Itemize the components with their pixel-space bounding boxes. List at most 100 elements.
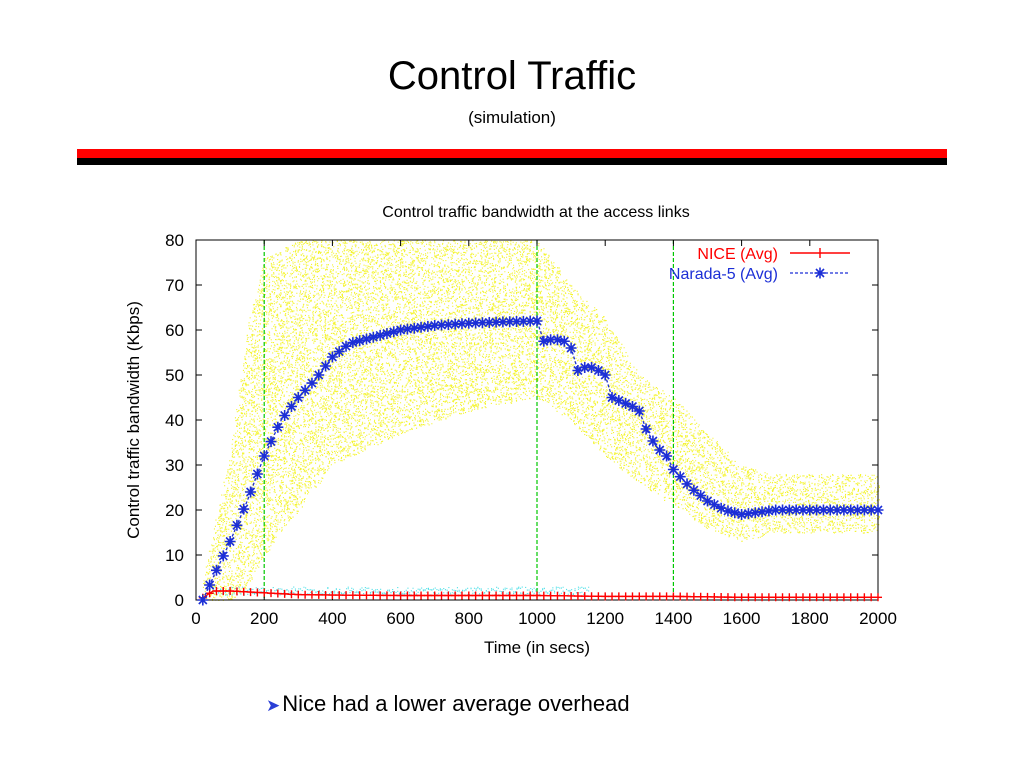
nice-point: [478, 591, 487, 600]
x-tick-label: 1400: [654, 609, 692, 628]
narada-point: [763, 505, 775, 517]
narada-point: [531, 315, 543, 327]
narada-point: [238, 503, 250, 515]
nice-point: [723, 593, 732, 602]
narada-point: [667, 464, 679, 475]
nice-point: [307, 590, 316, 599]
narada-point: [811, 504, 823, 516]
nice-point: [648, 592, 657, 601]
narada-point: [736, 509, 748, 520]
narada-point: [224, 536, 236, 547]
nice-point: [874, 593, 882, 602]
narada-point: [231, 519, 243, 531]
nice-point: [669, 592, 678, 601]
narada-point: [715, 502, 727, 514]
x-tick-label: 2000: [859, 609, 897, 628]
nice-point: [444, 591, 453, 600]
nice-point: [205, 589, 214, 598]
narada-point: [306, 377, 318, 389]
y-tick-label: 20: [165, 501, 184, 520]
nice-point: [219, 587, 228, 595]
nice-point: [451, 591, 460, 600]
axis-ticks: 0 200 400 600 800 1000 1200 1400 1600 1800 2000 0 10…: [165, 231, 897, 628]
nice-point: [635, 592, 644, 601]
narada-point: [852, 504, 864, 516]
nice-point: [676, 592, 685, 601]
narada-point: [777, 504, 789, 516]
narada-point: [204, 579, 216, 591]
narada-point: [470, 317, 482, 329]
narada-point: [674, 471, 686, 483]
nice-point: [860, 593, 869, 602]
spread-band: [202, 240, 881, 602]
nice-point: [485, 591, 494, 600]
narada-point: [756, 506, 768, 518]
nice-point: [805, 593, 814, 602]
narada-point: [395, 324, 407, 336]
narada-point: [551, 334, 563, 346]
nice-point: [580, 592, 589, 601]
nice-point: [396, 591, 405, 600]
nice-point: [594, 592, 603, 601]
slide-title: Control Traffic: [387, 54, 637, 98]
narada-point: [422, 320, 434, 332]
y-tick-label: 0: [175, 591, 184, 610]
narada-point: [681, 478, 693, 490]
narada-point: [361, 333, 372, 345]
nice-point: [533, 591, 541, 600]
nice-point: [751, 593, 760, 602]
narada-point: [695, 490, 707, 502]
nice-point: [628, 592, 637, 601]
narada-point: [517, 315, 529, 327]
x-tick-label: 1000: [518, 609, 556, 628]
narada-point: [449, 318, 461, 330]
nice-point: [457, 591, 466, 600]
narada-point: [374, 329, 386, 341]
nice-point: [342, 591, 351, 600]
narada-point: [770, 504, 782, 516]
nice-point: [348, 591, 357, 600]
y-tick-label: 50: [165, 366, 184, 385]
nice-point: [519, 591, 528, 600]
nice-point: [321, 590, 330, 599]
nice-point: [703, 592, 712, 601]
narada-point: [831, 504, 843, 516]
nice-point: [226, 587, 235, 595]
narada-point: [490, 316, 502, 328]
narada-spread-dots: [202, 240, 881, 602]
nice-point: [423, 591, 432, 600]
narada-point: [640, 423, 652, 435]
narada-point: [279, 410, 291, 421]
narada-point: [545, 334, 557, 346]
nice-point: [273, 589, 282, 598]
bullet-point: ➤Nice had a lower average overhead: [266, 690, 630, 720]
narada-point: [708, 499, 720, 511]
narada-point: [586, 362, 598, 373]
narada-point: [354, 335, 366, 347]
x-tick-label: 400: [318, 609, 346, 628]
y-tick-label: 10: [165, 546, 184, 565]
nice-point: [601, 592, 610, 601]
legend: NICE (Avg) Narada-5 (Avg): [669, 246, 850, 283]
narada-point: [408, 322, 420, 334]
narada-point: [217, 550, 229, 562]
narada-point: [565, 342, 577, 354]
narada-point: [197, 594, 209, 606]
nice-point: [280, 589, 289, 598]
narada-point: [702, 495, 713, 507]
nice-point: [560, 591, 569, 600]
nice-spread-dots: [209, 586, 590, 596]
y-tick-label: 60: [165, 321, 184, 340]
x-tick-label: 800: [455, 609, 483, 628]
nice-point: [717, 593, 726, 602]
nice-point: [389, 591, 398, 600]
narada-point: [647, 435, 659, 447]
nice-point: [621, 592, 630, 601]
narada-point: [797, 504, 809, 516]
nice-point: [314, 590, 323, 599]
nice-point: [839, 593, 848, 602]
nice-point: [798, 593, 807, 602]
nice-point: [246, 588, 255, 597]
nice-point: [355, 591, 364, 600]
nice-point: [771, 593, 780, 602]
